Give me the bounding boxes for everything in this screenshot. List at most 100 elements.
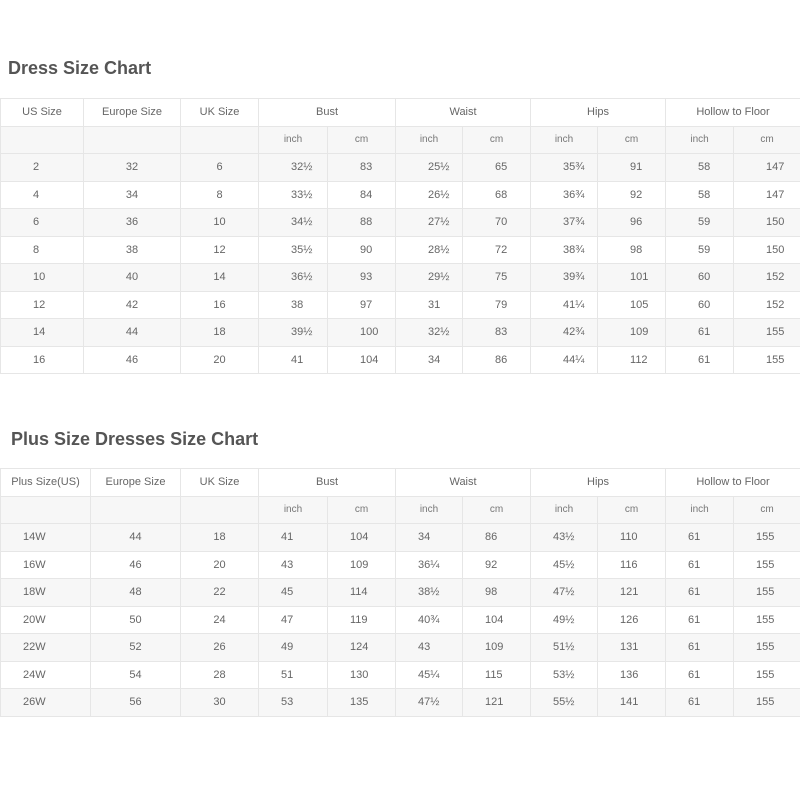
table-cell: 155 [733, 578, 800, 607]
column-header: Hollow to Floor [665, 468, 800, 497]
table-cell: 92 [597, 180, 667, 209]
unit-row: inch cm inch cm inch cm inch cm [0, 125, 800, 154]
table-cell: 100 [326, 318, 397, 347]
table-cell: 34 [83, 180, 181, 209]
table-cell: 91 [597, 153, 667, 182]
table-cell: 86 [462, 345, 532, 374]
table-cell: 96 [597, 208, 667, 237]
table-cell: 61 [665, 550, 735, 579]
table-cell: 30 [180, 688, 259, 717]
table-cell: 34½ [258, 208, 328, 237]
unit-header: cm [462, 495, 532, 524]
column-header: Hips [530, 468, 667, 497]
table-row: 10 40 14 36½ 93 29½ 75 39¾ 101 60 152 [0, 263, 800, 292]
table-cell: 41 [258, 523, 328, 552]
table-cell: 25½ [395, 153, 464, 182]
table-cell: 39¾ [530, 263, 599, 292]
table-cell: 40¾ [395, 605, 464, 634]
table-cell: 8 [180, 180, 259, 209]
table-cell: 26W [0, 688, 91, 717]
table-cell: 43 [258, 550, 328, 579]
table-cell: 126 [597, 605, 667, 634]
table-cell: 105 [597, 290, 667, 319]
table-cell: 28 [180, 660, 259, 689]
unit-header: inch [665, 495, 735, 524]
table-cell: 12 [0, 290, 84, 319]
table-cell: 48 [90, 578, 181, 607]
unit-header: inch [530, 125, 599, 154]
table-cell: 104 [326, 345, 397, 374]
table-cell: 22W [0, 633, 91, 662]
table-row: 6 36 10 34½ 88 27½ 70 37¾ 96 59 150 [0, 208, 800, 237]
table-row: 8 38 12 35½ 90 28½ 72 38¾ 98 59 150 [0, 235, 800, 264]
unit-header: inch [530, 495, 599, 524]
table-cell: 83 [326, 153, 397, 182]
unit-header: cm [326, 495, 397, 524]
table-cell: 26½ [395, 180, 464, 209]
column-header: Europe Size [90, 468, 181, 497]
table-row: 18W 48 22 45 114 38½ 98 47½ 121 61 155 [0, 578, 800, 607]
table-cell: 36¾ [530, 180, 599, 209]
table-cell: 55½ [530, 688, 599, 717]
table-cell: 92 [462, 550, 532, 579]
table-cell: 65 [462, 153, 532, 182]
table-cell: 20 [180, 345, 259, 374]
table-cell: 16W [0, 550, 91, 579]
table-cell: 38½ [395, 578, 464, 607]
unit-header: inch [665, 125, 735, 154]
table-cell: 60 [665, 263, 735, 292]
table-cell: 60 [665, 290, 735, 319]
table-cell: 135 [326, 688, 397, 717]
unit-header: cm [597, 125, 667, 154]
table-cell: 93 [326, 263, 397, 292]
table-cell: 61 [665, 318, 735, 347]
table-cell: 84 [326, 180, 397, 209]
table-cell: 121 [597, 578, 667, 607]
table-cell: 155 [733, 318, 800, 347]
table-cell: 70 [462, 208, 532, 237]
unit-header: cm [733, 495, 800, 524]
table-cell: 34 [395, 523, 464, 552]
table-cell: 109 [326, 550, 397, 579]
table-cell: 130 [326, 660, 397, 689]
table-cell: 10 [180, 208, 259, 237]
column-header: Waist [395, 468, 532, 497]
unit-row: inch cm inch cm inch cm inch cm [0, 495, 800, 524]
table-cell: 68 [462, 180, 532, 209]
table-cell: 47½ [395, 688, 464, 717]
table-cell: 101 [597, 263, 667, 292]
table-cell: 14W [0, 523, 91, 552]
table-cell: 18 [180, 318, 259, 347]
table-cell: 114 [326, 578, 397, 607]
table-cell: 98 [597, 235, 667, 264]
table-cell: 36¼ [395, 550, 464, 579]
table-cell: 59 [665, 235, 735, 264]
table-cell: 104 [462, 605, 532, 634]
table-cell: 79 [462, 290, 532, 319]
dress-size-chart-title: Dress Size Chart [8, 58, 152, 78]
table-cell: 2 [0, 153, 84, 182]
table-cell: 12 [180, 235, 259, 264]
column-header: Hips [530, 98, 667, 127]
table-cell: 14 [180, 263, 259, 292]
table-cell: 50 [90, 605, 181, 634]
table-cell: 147 [733, 153, 800, 182]
table-cell: 41¼ [530, 290, 599, 319]
table-cell: 51 [258, 660, 328, 689]
table-cell: 24W [0, 660, 91, 689]
table-cell: 22 [180, 578, 259, 607]
table-cell: 49½ [530, 605, 599, 634]
table-cell: 28½ [395, 235, 464, 264]
table-cell: 41 [258, 345, 328, 374]
table-cell: 121 [462, 688, 532, 717]
dress-size-table: US Size Europe Size UK Size Bust Waist Hips Ho… [0, 98, 800, 374]
table-cell: 83 [462, 318, 532, 347]
empty-cell [180, 125, 259, 154]
table-row: 16 46 20 41 104 34 86 44¼ 112 61 155 [0, 345, 800, 374]
table-cell: 155 [733, 605, 800, 634]
table-cell: 155 [733, 345, 800, 374]
table-cell: 61 [665, 633, 735, 662]
table-cell: 116 [597, 550, 667, 579]
table-cell: 45 [258, 578, 328, 607]
table-cell: 86 [462, 523, 532, 552]
